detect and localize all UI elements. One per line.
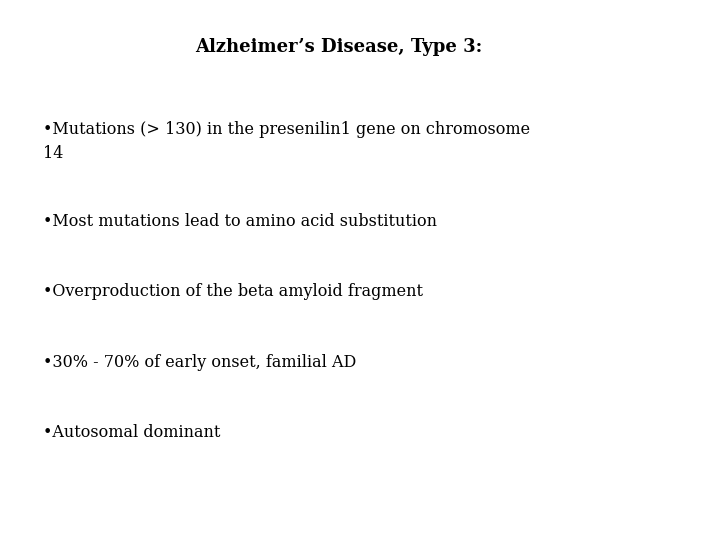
Text: Alzheimer’s Disease, Type 3:: Alzheimer’s Disease, Type 3: — [195, 38, 482, 56]
Text: •Most mutations lead to amino acid substitution: •Most mutations lead to amino acid subst… — [43, 213, 437, 230]
Text: •Autosomal dominant: •Autosomal dominant — [43, 424, 220, 441]
Text: •30% - 70% of early onset, familial AD: •30% - 70% of early onset, familial AD — [43, 354, 356, 370]
Text: •Mutations (> 130) in the presenilin1 gene on chromosome
14: •Mutations (> 130) in the presenilin1 ge… — [43, 122, 531, 162]
Text: •Overproduction of the beta amyloid fragment: •Overproduction of the beta amyloid frag… — [43, 284, 423, 300]
